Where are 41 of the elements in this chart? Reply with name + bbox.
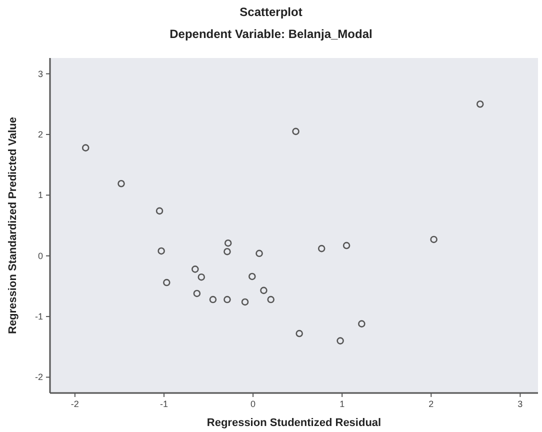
y-tick-label: -2: [34, 372, 43, 382]
x-tick-label: 3: [518, 399, 523, 409]
point: [224, 239, 232, 247]
x-tick-label: 0: [250, 399, 256, 409]
y-tick-label: 2: [38, 129, 43, 140]
point: [267, 296, 274, 304]
point: [156, 207, 164, 215]
point: [296, 330, 303, 338]
point: [342, 242, 350, 250]
point: [163, 278, 170, 286]
point: [241, 298, 249, 306]
y-tick-label: 3: [38, 68, 43, 79]
x-tick-label: -1: [160, 399, 168, 409]
chart-title: Scatterplot: [240, 5, 302, 19]
point: [193, 290, 201, 298]
point: [358, 320, 366, 328]
point: [158, 247, 165, 255]
y-tick-label: 0: [38, 250, 43, 261]
chart-subtitle: Dependent Variable: Belanja_Modal: [170, 27, 372, 41]
point: [192, 266, 199, 273]
x-axis-title: Regression Studentized Residual: [206, 417, 382, 429]
y-tick-label: -1: [34, 312, 43, 322]
point: [430, 236, 438, 244]
point: [336, 337, 344, 344]
point: [224, 248, 231, 256]
point: [198, 273, 206, 281]
point: [256, 250, 263, 258]
y-tick-label: 1: [38, 190, 43, 200]
x-tick-label: -2: [70, 399, 79, 409]
point: [82, 144, 90, 152]
point: [260, 286, 268, 294]
x-tick-label: 2: [428, 399, 434, 409]
x-tick-label: 1: [340, 399, 345, 409]
point: [118, 180, 125, 188]
y-axis-title: Regression Standardized Predicted Value: [7, 116, 19, 334]
point: [248, 272, 256, 280]
point: [224, 296, 231, 304]
point: [292, 128, 300, 136]
point: [318, 244, 326, 252]
point: [209, 296, 217, 304]
point: [476, 100, 484, 108]
